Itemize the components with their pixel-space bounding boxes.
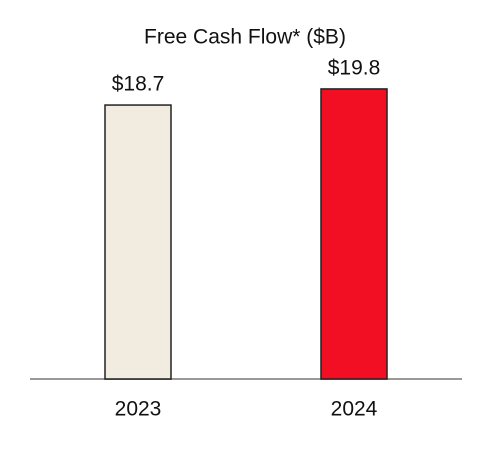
chart-title: Free Cash Flow* ($B)	[144, 26, 346, 49]
bar	[320, 88, 388, 380]
bar	[104, 104, 172, 380]
value-label: $19.8	[328, 56, 381, 79]
x-tick-label: 2023	[115, 398, 162, 421]
value-label: $18.7	[112, 73, 165, 96]
x-tick-label: 2024	[331, 398, 378, 421]
